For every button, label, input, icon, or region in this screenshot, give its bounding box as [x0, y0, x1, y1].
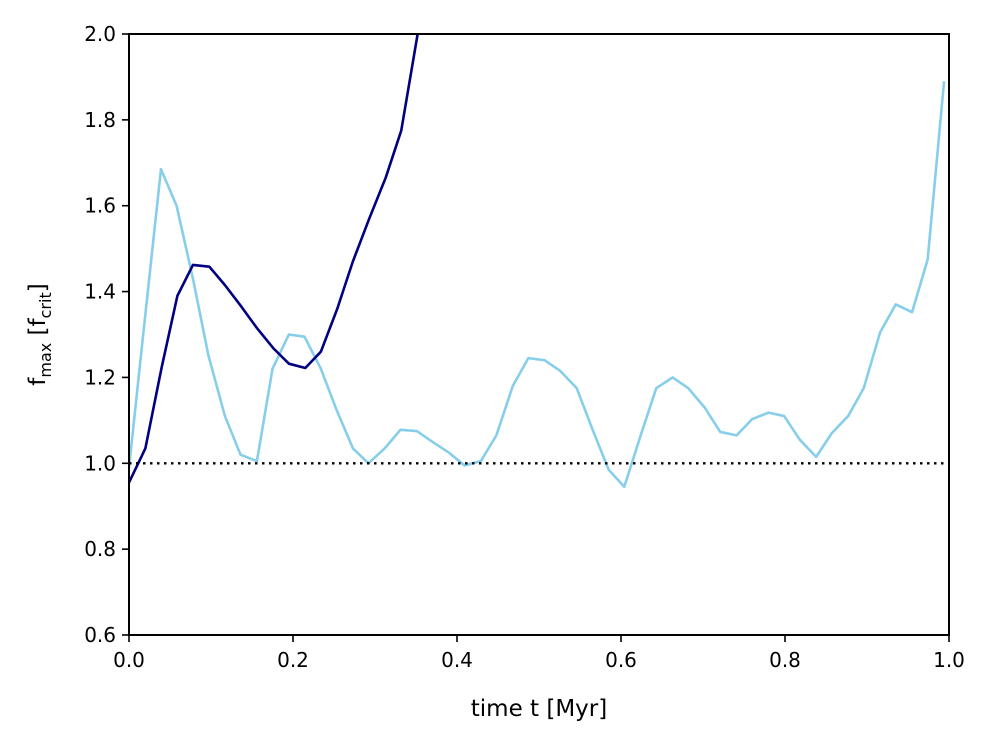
y-axis-label-bracket-close: ] — [25, 283, 51, 292]
y-axis-label-bracket-subscript: crit — [36, 292, 55, 318]
x-tick-label: 0.2 — [277, 648, 309, 672]
x-axis-ticks: 0.0 0.2 0.4 0.6 0.8 1.0 — [113, 635, 965, 672]
y-axis-label-subscript: max — [36, 343, 55, 378]
y-tick-label: 1.2 — [84, 365, 116, 389]
y-tick-label: 1.8 — [84, 108, 116, 132]
series-line-2 — [129, 34, 419, 484]
y-axis-ticks: 0.6 0.8 1.0 1.2 1.4 1.6 1.8 2.0 — [84, 22, 129, 647]
y-axis-label-bracket-open: [ — [25, 326, 51, 342]
series-line-1 — [129, 81, 946, 489]
y-tick-label: 2.0 — [84, 22, 116, 46]
y-tick-label: 0.8 — [84, 537, 116, 561]
y-axis-label-bracket-base: f — [25, 317, 51, 326]
y-axis-label-base: f — [25, 377, 51, 386]
x-tick-label: 1.0 — [933, 648, 965, 672]
x-tick-label: 0.4 — [441, 648, 473, 672]
y-tick-label: 0.6 — [84, 623, 116, 647]
plot-frame — [128, 33, 950, 636]
x-axis-label: time t [Myr] — [471, 696, 607, 722]
x-tick-label: 0.0 — [113, 648, 145, 672]
y-tick-label: 1.6 — [84, 194, 116, 218]
x-tick-label: 0.6 — [605, 648, 637, 672]
y-axis-label: fmax [fcrit] — [25, 283, 55, 385]
series-layer — [129, 34, 946, 489]
y-tick-label: 1.4 — [84, 280, 116, 304]
y-tick-label: 1.0 — [84, 451, 116, 475]
x-tick-label: 0.8 — [769, 648, 801, 672]
